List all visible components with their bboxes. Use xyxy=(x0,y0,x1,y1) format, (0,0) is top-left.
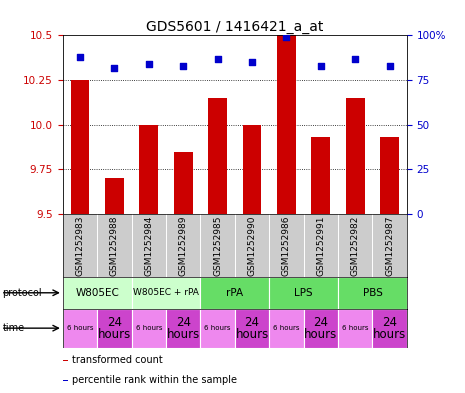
Bar xyxy=(235,309,269,348)
Bar xyxy=(380,137,399,214)
Bar xyxy=(71,80,89,214)
Text: 6 hours: 6 hours xyxy=(273,325,299,331)
Point xyxy=(145,61,153,67)
Text: 24
hours: 24 hours xyxy=(166,316,200,341)
Bar xyxy=(243,125,261,214)
Text: GSM1252989: GSM1252989 xyxy=(179,215,188,276)
Point xyxy=(386,62,393,69)
Bar xyxy=(63,360,68,361)
Text: W805EC + rPA: W805EC + rPA xyxy=(133,288,199,297)
Title: GDS5601 / 1416421_a_at: GDS5601 / 1416421_a_at xyxy=(146,20,324,34)
Text: transformed count: transformed count xyxy=(73,355,163,365)
Bar xyxy=(338,277,407,309)
Bar xyxy=(132,309,166,348)
Bar xyxy=(269,309,304,348)
Bar xyxy=(174,152,193,214)
Point xyxy=(317,62,325,69)
Bar xyxy=(346,98,365,214)
Text: GSM1252988: GSM1252988 xyxy=(110,215,119,276)
Bar xyxy=(140,125,158,214)
Bar xyxy=(63,309,97,348)
Text: percentile rank within the sample: percentile rank within the sample xyxy=(73,375,238,386)
Text: W805EC: W805EC xyxy=(75,288,119,298)
Bar xyxy=(338,309,372,348)
Bar xyxy=(200,309,235,348)
Bar xyxy=(208,98,227,214)
Text: 6 hours: 6 hours xyxy=(342,325,368,331)
Point xyxy=(76,54,84,60)
Text: LPS: LPS xyxy=(294,288,313,298)
Text: GSM1252986: GSM1252986 xyxy=(282,215,291,276)
Text: PBS: PBS xyxy=(363,288,382,298)
Bar xyxy=(269,277,338,309)
Text: rPA: rPA xyxy=(226,288,243,298)
Text: GSM1252983: GSM1252983 xyxy=(75,215,85,276)
Text: 24
hours: 24 hours xyxy=(304,316,338,341)
Bar xyxy=(372,309,407,348)
Text: 6 hours: 6 hours xyxy=(67,325,93,331)
Bar xyxy=(63,380,68,381)
Text: 6 hours: 6 hours xyxy=(205,325,231,331)
Text: GSM1252987: GSM1252987 xyxy=(385,215,394,276)
Text: 24
hours: 24 hours xyxy=(373,316,406,341)
Text: 6 hours: 6 hours xyxy=(136,325,162,331)
Text: GSM1252984: GSM1252984 xyxy=(144,215,153,276)
Point xyxy=(214,55,221,62)
Point xyxy=(111,64,118,71)
Text: GSM1252982: GSM1252982 xyxy=(351,215,360,276)
Bar xyxy=(166,309,200,348)
Text: GSM1252990: GSM1252990 xyxy=(247,215,257,276)
Bar xyxy=(63,277,132,309)
Bar xyxy=(97,309,132,348)
Bar xyxy=(105,178,124,214)
Text: 24
hours: 24 hours xyxy=(98,316,131,341)
Bar xyxy=(277,35,296,214)
Bar xyxy=(312,137,330,214)
Text: 24
hours: 24 hours xyxy=(235,316,269,341)
Point xyxy=(179,62,187,69)
Text: GSM1252985: GSM1252985 xyxy=(213,215,222,276)
Bar xyxy=(304,309,338,348)
Point xyxy=(283,34,290,40)
Text: protocol: protocol xyxy=(2,288,42,298)
Text: GSM1252991: GSM1252991 xyxy=(316,215,326,276)
Bar xyxy=(200,277,269,309)
Point xyxy=(248,59,256,65)
Point xyxy=(352,55,359,62)
Text: time: time xyxy=(2,323,25,333)
Bar xyxy=(132,277,200,309)
